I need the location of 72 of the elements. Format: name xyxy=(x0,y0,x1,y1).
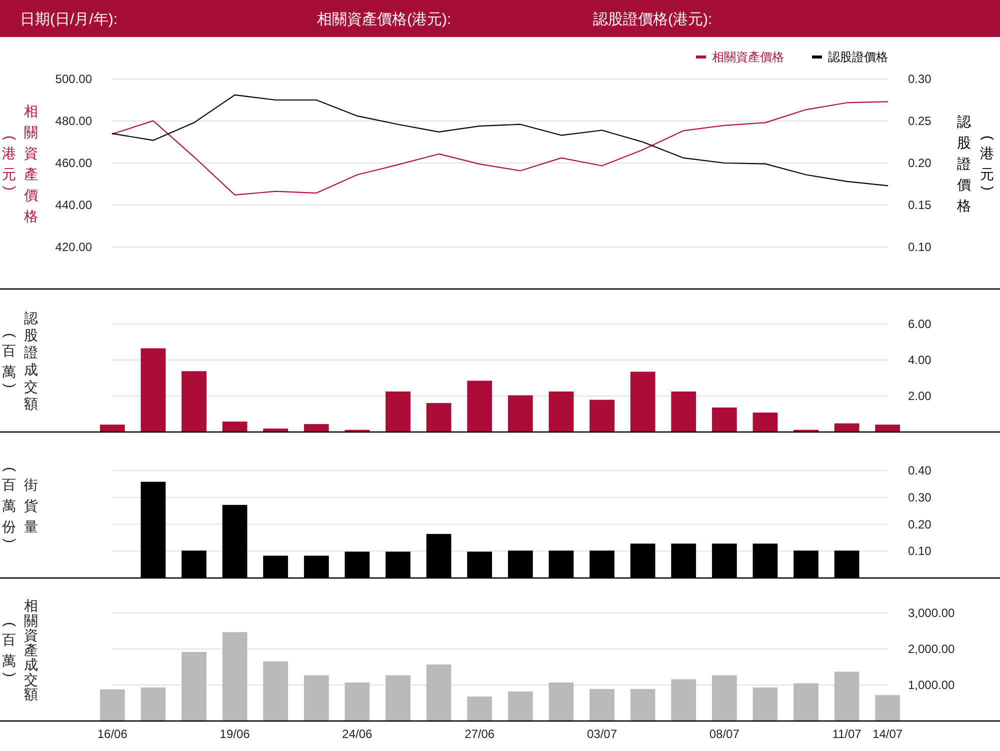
bar xyxy=(182,371,206,432)
bar xyxy=(590,688,614,721)
y-axis-title: 相關資產價格(港元) xyxy=(2,102,38,224)
bar xyxy=(630,372,656,432)
legend-label: 相關資產價格 xyxy=(712,50,784,64)
bar xyxy=(630,688,656,721)
bar xyxy=(182,652,206,721)
x-tick-label: 11/07 xyxy=(832,727,862,741)
annotation: 相關資產價格(港元): xyxy=(317,11,452,28)
y-tick-label: 0.30 xyxy=(908,490,932,504)
y-tick-label: 480.00 xyxy=(55,114,92,128)
bar xyxy=(386,675,410,721)
annotation: 認股證價格(港元): xyxy=(593,11,712,28)
bar xyxy=(794,683,818,721)
bar xyxy=(875,424,900,432)
x-tick-label: 14/07 xyxy=(872,727,903,741)
y-axis-title: 街貨量(百萬份) xyxy=(2,466,38,544)
y-tick-label: 0.40 xyxy=(908,464,932,478)
y-tick-label: 2.00 xyxy=(908,389,932,403)
annotation: 日期(日/月/年): xyxy=(20,11,118,28)
line-series xyxy=(112,94,888,186)
bar xyxy=(263,661,288,721)
bar xyxy=(508,395,533,432)
bar xyxy=(834,672,860,721)
bar xyxy=(834,423,860,432)
bar xyxy=(304,675,329,721)
y-tick-label: 4.00 xyxy=(908,353,932,367)
bar xyxy=(548,392,574,432)
bar xyxy=(100,424,125,432)
bar xyxy=(671,392,696,432)
bar xyxy=(344,682,370,721)
bar xyxy=(712,675,737,721)
x-tick-label: 19/06 xyxy=(220,727,250,741)
bar xyxy=(712,408,737,432)
y2-tick-label: 0.15 xyxy=(908,198,932,212)
x-tick-label: 16/06 xyxy=(97,727,128,741)
x-tick-label: 03/07 xyxy=(586,727,618,741)
bar xyxy=(752,412,778,432)
y-tick-label: 3,000.00 xyxy=(908,606,956,620)
bar xyxy=(426,403,452,432)
bar xyxy=(426,664,452,721)
bar xyxy=(140,348,166,432)
bar xyxy=(222,422,248,432)
y-tick-label: 420.00 xyxy=(55,240,92,254)
y2-tick-label: 0.25 xyxy=(908,114,932,128)
y-axis-title: 認股證成交額(百萬) xyxy=(2,310,38,412)
x-tick-label: 27/06 xyxy=(464,727,495,741)
y-tick-label: 440.00 xyxy=(55,198,92,212)
y-tick-label: 2,000.00 xyxy=(908,642,956,656)
bar xyxy=(467,696,492,721)
x-tick-label: 08/07 xyxy=(709,727,740,741)
line-series xyxy=(112,101,888,196)
bar xyxy=(671,679,696,721)
bar xyxy=(548,682,574,721)
bar xyxy=(386,392,410,432)
bar xyxy=(752,688,778,721)
bar xyxy=(100,689,125,721)
y-tick-label: 6.00 xyxy=(908,317,932,331)
bar xyxy=(222,632,248,721)
bar xyxy=(508,691,533,721)
bar xyxy=(875,695,900,721)
y-tick-label: 1,000.00 xyxy=(908,678,956,692)
y-tick-label: 500.00 xyxy=(55,72,92,86)
bar xyxy=(140,688,166,721)
bar xyxy=(304,424,329,432)
y-tick-label: 0.10 xyxy=(908,544,932,558)
x-tick-label: 24/06 xyxy=(342,727,373,741)
legend-label: 認股證價格 xyxy=(828,50,888,64)
bar xyxy=(467,380,492,432)
bar xyxy=(590,400,614,432)
y-tick-label: 0.20 xyxy=(908,517,932,532)
y-tick-label: 460.00 xyxy=(55,156,92,170)
